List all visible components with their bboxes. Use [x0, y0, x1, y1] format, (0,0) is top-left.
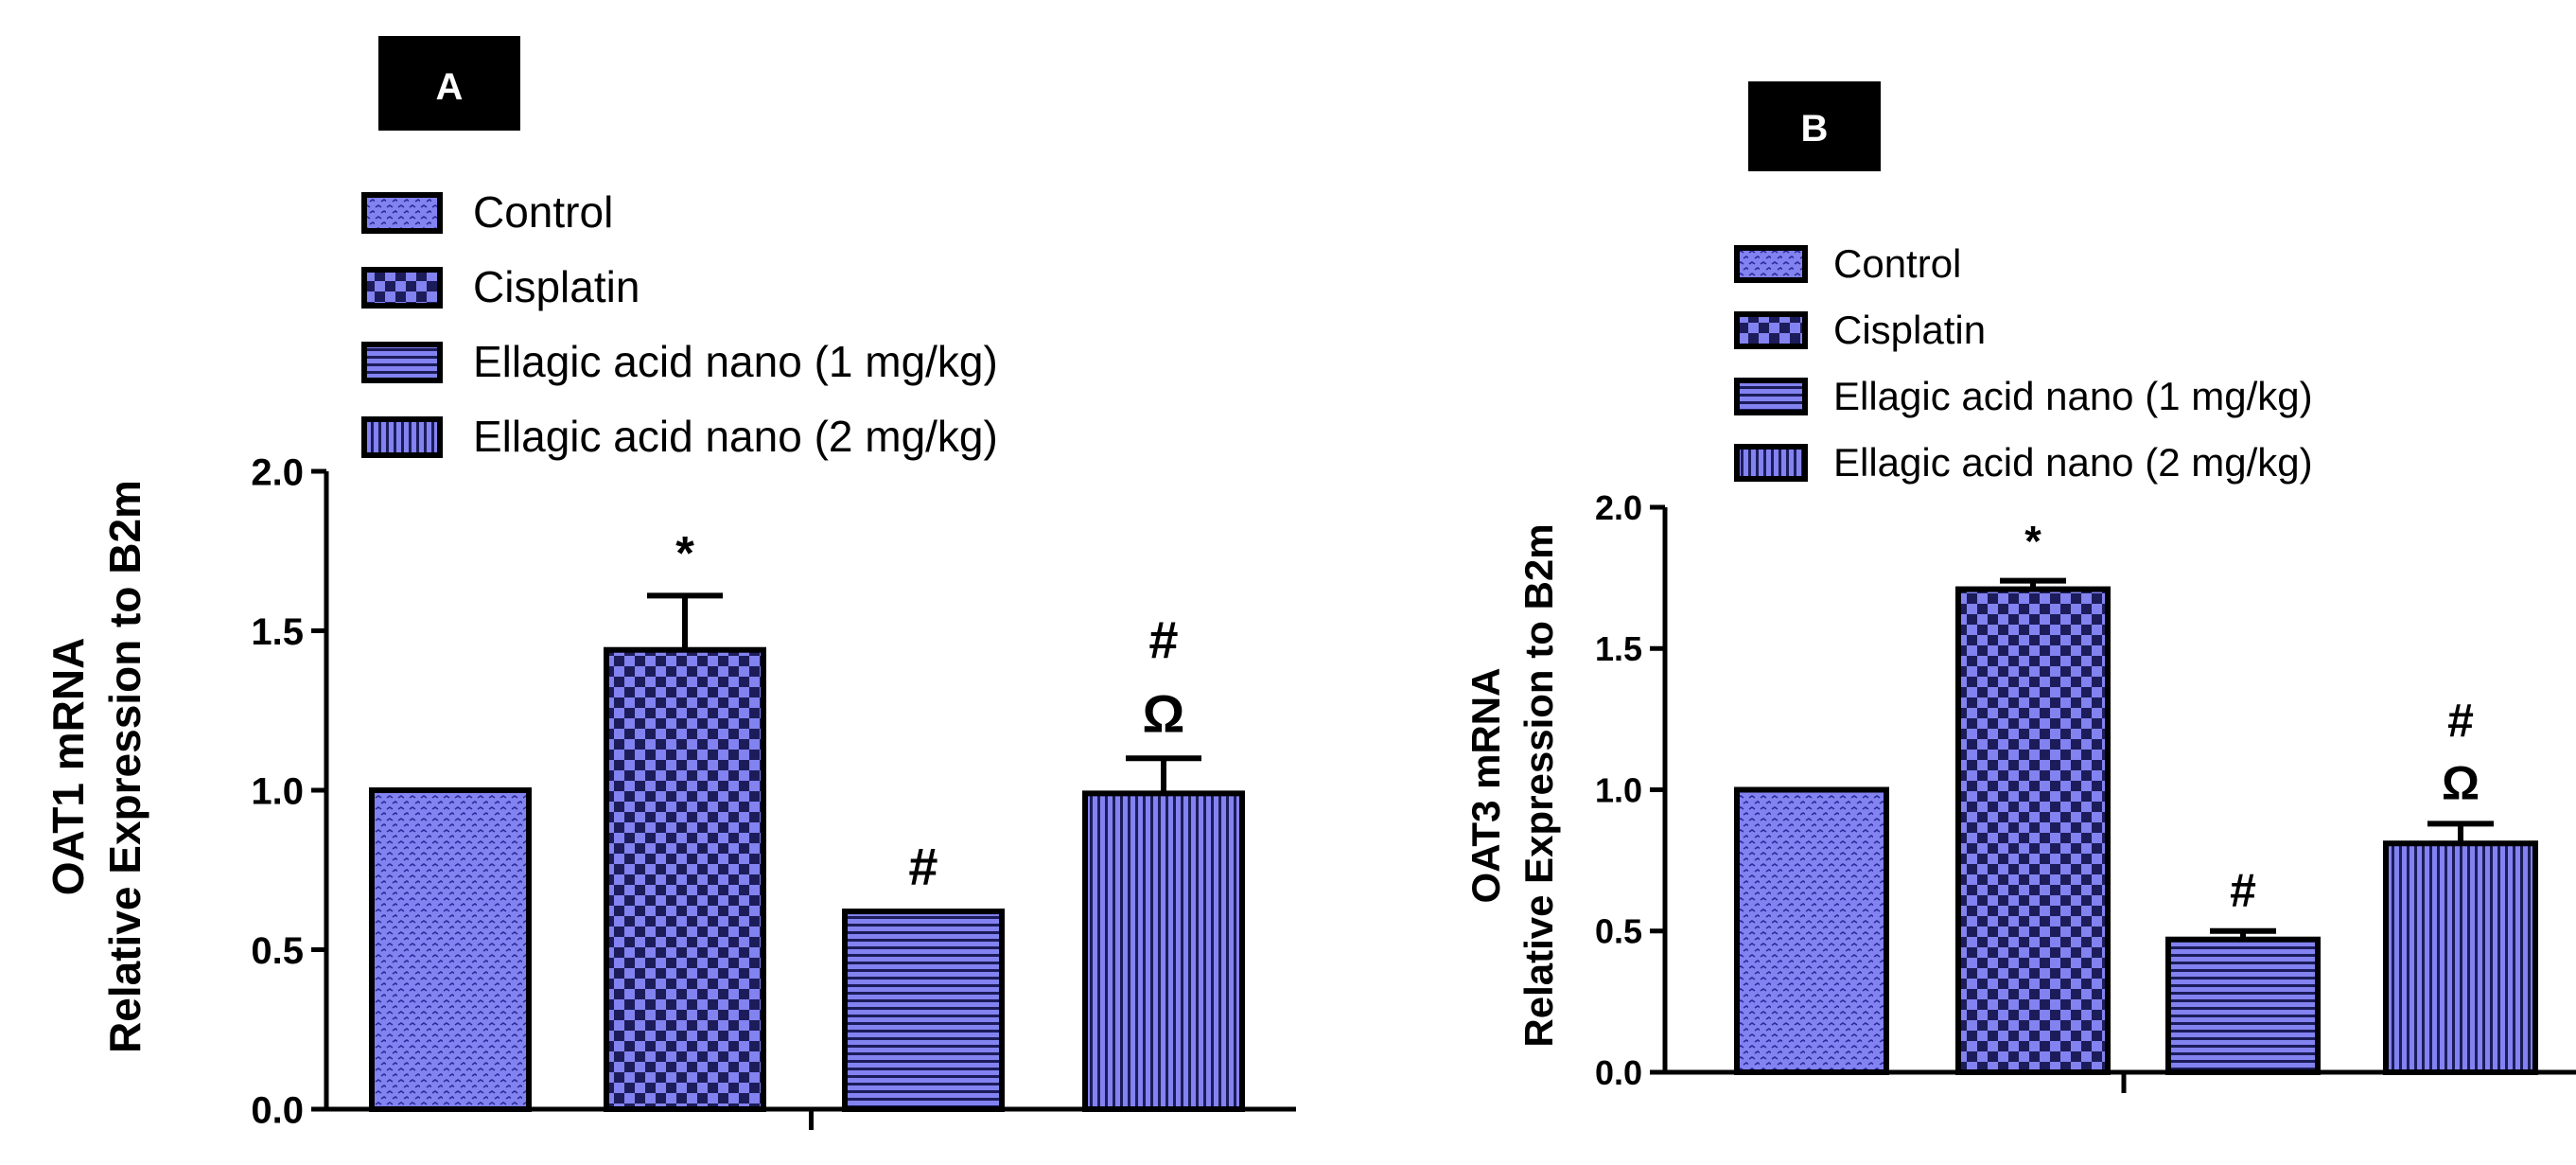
panel-b-legend-item-ea2: Ellagic acid nano (2 mg/kg) — [1734, 440, 2313, 485]
panel-b-significance-ea2: Ω — [2442, 756, 2480, 809]
panel-a-y-tick-label: 0.5 — [251, 930, 304, 972]
legend-label: Cisplatin — [1833, 308, 1986, 352]
panel-b-legend-item-control: Control — [1734, 241, 1961, 286]
panel-a-significance-ea2: Ω — [1143, 683, 1185, 743]
panel-b-significance-ea1: # — [2230, 864, 2256, 917]
legend-swatch-ea1 — [1734, 378, 1808, 415]
panel-a-legend-item-ea1: Ellagic acid nano (1 mg/kg) — [361, 337, 998, 386]
panel-a-y-tick-label: 2.0 — [251, 451, 304, 493]
panel-a-legend-item-ea2: Ellagic acid nano (2 mg/kg) — [361, 412, 998, 461]
legend-swatch-ea2 — [361, 416, 443, 458]
legend-swatch-control — [361, 192, 443, 234]
panel-a-bar-ea2 — [1082, 790, 1245, 1112]
panel-b-legend: Control Cisplatin Ellagic acid nano (1 m… — [1734, 241, 2313, 485]
panel-b-y-tick-label: 1.5 — [1595, 629, 1642, 668]
panel-a-y-tick-label: 1.5 — [251, 611, 304, 653]
panel-a-y-tick-label: 1.0 — [251, 770, 304, 812]
panel-a-significance-cisplatin: * — [675, 525, 694, 579]
panel-b-y-tick-label: 2.0 — [1595, 488, 1642, 527]
panel-b-legend-item-cisplatin: Cisplatin — [1734, 308, 1986, 352]
panel-b-bar-ea1 — [2165, 936, 2321, 1076]
panel-b-ylabel: OAT3 mRNA Relative Expression to B2m — [1463, 523, 1561, 1047]
panel-a-plot: 0.0 0.5 1.0 1.5 2.0 * # Ω # — [251, 451, 1296, 1131]
panel-a-bar-control — [369, 787, 532, 1112]
legend-label: Ellagic acid nano (2 mg/kg) — [1833, 440, 2313, 485]
panel-b-legend-item-ea1: Ellagic acid nano (1 mg/kg) — [1734, 374, 2313, 418]
panel-b-significance-ea2: # — [2447, 694, 2474, 747]
legend-swatch-ea1 — [361, 342, 443, 383]
panel-b: B Control Cisplatin Ellagic acid nano (1… — [1463, 81, 2576, 1093]
panel-a-significance-ea1: # — [908, 837, 938, 896]
panel-a-ylabel-line2: Relative Expression to B2m — [100, 480, 149, 1053]
panel-b-ylabel-line1: OAT3 mRNA — [1463, 668, 1508, 904]
legend-label: Ellagic acid nano (1 mg/kg) — [1833, 374, 2313, 418]
panel-b-label-text: B — [1801, 108, 1829, 150]
panel-b-y-tick-label: 0.5 — [1595, 912, 1642, 951]
panel-b-label: B — [1748, 81, 1881, 171]
legend-label: Control — [473, 187, 613, 237]
panel-b-significance-cisplatin: * — [2024, 518, 2042, 566]
panel-a-legend-item-cisplatin: Cisplatin — [361, 262, 640, 311]
panel-b-plot: 0.0 0.5 1.0 1.5 2.0 * # Ω # — [1595, 488, 2576, 1093]
panel-a-ylabel-line1: OAT1 mRNA — [44, 638, 93, 896]
legend-label: Ellagic acid nano (2 mg/kg) — [473, 412, 998, 461]
legend-swatch-cisplatin — [361, 267, 443, 309]
panel-a-legend: Control Cisplatin Ellagic acid nano (1 m… — [361, 187, 998, 461]
legend-label: Control — [1833, 241, 1961, 286]
panel-b-y-tick-label: 0.0 — [1595, 1053, 1642, 1092]
panel-a-legend-item-control: Control — [361, 187, 613, 237]
panel-a-label-text: A — [436, 66, 464, 108]
panel-b-bar-cisplatin — [1955, 586, 2111, 1075]
panel-a-bar-ea1 — [842, 909, 1005, 1112]
panel-b-y-tick-label: 1.0 — [1595, 770, 1642, 809]
legend-swatch-cisplatin — [1734, 311, 1808, 349]
panel-a-significance-ea2: # — [1148, 609, 1178, 669]
panel-b-bar-ea2 — [2383, 840, 2538, 1076]
legend-label: Ellagic acid nano (1 mg/kg) — [473, 337, 998, 386]
panel-b-bar-control — [1734, 786, 1889, 1075]
legend-label: Cisplatin — [473, 262, 640, 311]
panel-b-ylabel-line2: Relative Expression to B2m — [1516, 523, 1561, 1047]
panel-a: A Control Cisplatin Ellagic acid nano (1… — [44, 36, 1296, 1131]
panel-a-label: A — [378, 36, 520, 131]
legend-swatch-ea2 — [1734, 444, 1808, 482]
panel-a-bar-cisplatin — [604, 646, 766, 1112]
panel-a-y-tick-label: 0.0 — [251, 1089, 304, 1131]
panel-a-ylabel: OAT1 mRNA Relative Expression to B2m — [44, 480, 149, 1053]
legend-swatch-control — [1734, 245, 1808, 283]
